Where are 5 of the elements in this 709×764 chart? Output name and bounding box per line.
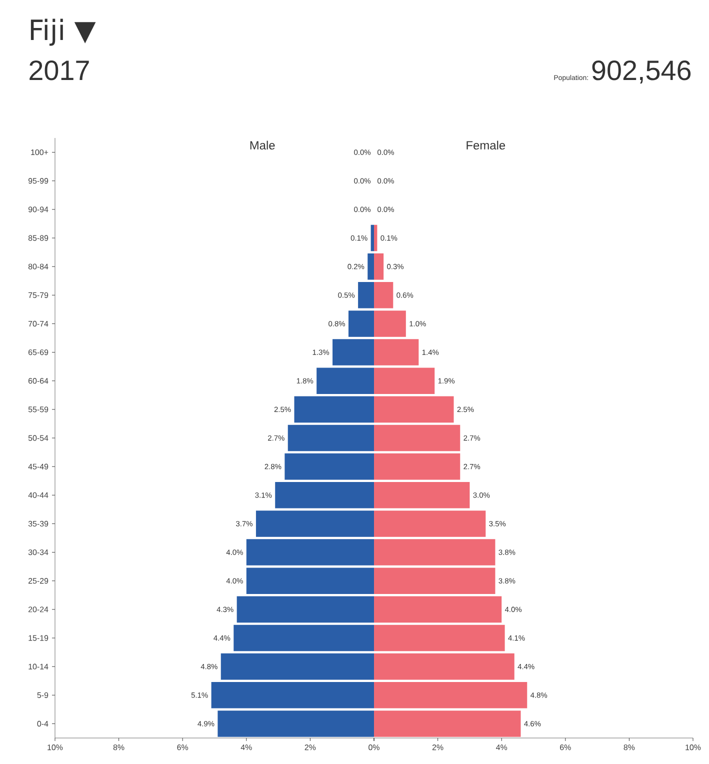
text: 2017 — [30, 60, 89, 80]
text: Fiji ▼ — [30, 18, 96, 46]
chart-title: Female — [466, 140, 506, 150]
chart-title: Male — [250, 140, 275, 150]
text: 902,546 — [592, 60, 691, 84]
